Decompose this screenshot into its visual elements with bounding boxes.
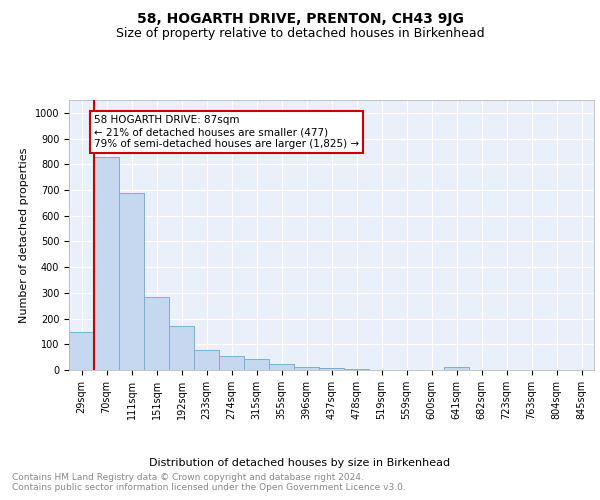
Bar xyxy=(294,367,319,370)
Bar xyxy=(144,297,169,370)
Bar xyxy=(94,157,119,370)
Bar xyxy=(319,368,344,370)
Bar xyxy=(344,368,369,370)
Bar xyxy=(219,356,244,370)
Bar xyxy=(269,364,294,370)
Y-axis label: Number of detached properties: Number of detached properties xyxy=(19,148,29,322)
Bar xyxy=(169,326,194,370)
Text: 58 HOGARTH DRIVE: 87sqm
← 21% of detached houses are smaller (477)
79% of semi-d: 58 HOGARTH DRIVE: 87sqm ← 21% of detache… xyxy=(94,116,359,148)
Text: Contains HM Land Registry data © Crown copyright and database right 2024.
Contai: Contains HM Land Registry data © Crown c… xyxy=(12,472,406,492)
Text: 58, HOGARTH DRIVE, PRENTON, CH43 9JG: 58, HOGARTH DRIVE, PRENTON, CH43 9JG xyxy=(137,12,463,26)
Bar xyxy=(194,350,219,370)
Bar xyxy=(244,359,269,370)
Bar xyxy=(69,332,94,370)
Bar xyxy=(119,193,144,370)
Text: Size of property relative to detached houses in Birkenhead: Size of property relative to detached ho… xyxy=(116,28,484,40)
Text: Distribution of detached houses by size in Birkenhead: Distribution of detached houses by size … xyxy=(149,458,451,468)
Bar xyxy=(444,368,469,370)
